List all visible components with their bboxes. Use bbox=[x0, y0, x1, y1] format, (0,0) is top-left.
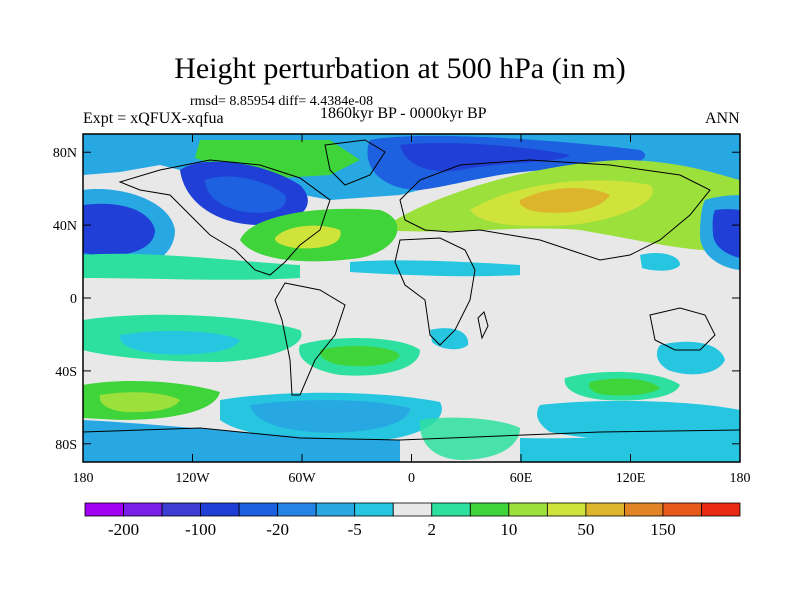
colorbar-swatch bbox=[546, 502, 587, 517]
pacific-low-left-core bbox=[83, 203, 155, 256]
chart-title: Height perturbation at 500 hPa (in m) bbox=[174, 52, 626, 85]
colorbar-swatch bbox=[123, 502, 163, 517]
x-tick-label: 180 bbox=[73, 471, 94, 486]
colorbar-label: -5 bbox=[348, 520, 362, 539]
x-tick-label: 0 bbox=[408, 471, 415, 486]
x-tick-label: 60W bbox=[288, 471, 316, 486]
eurasia-outline bbox=[399, 159, 711, 261]
north-america-outline bbox=[118, 159, 331, 276]
colorbar-swatch bbox=[469, 502, 510, 517]
experiment-label: Expt = xQFUX-xqfua bbox=[83, 110, 224, 127]
tropical-pacific-patch bbox=[640, 253, 680, 271]
colorbar-swatch bbox=[315, 502, 356, 517]
season-label: ANN bbox=[705, 110, 740, 127]
colorbar-label: 10 bbox=[500, 520, 517, 539]
colorbar-swatch bbox=[508, 502, 548, 517]
colorbar-swatch bbox=[624, 502, 664, 517]
africa-outline bbox=[394, 237, 476, 346]
colorbar-swatch bbox=[392, 502, 433, 517]
colorbar-swatch bbox=[431, 502, 471, 517]
x-axis: 180 120W 60W 0 60E 120E 180 bbox=[73, 134, 751, 486]
x-tick-label: 60E bbox=[510, 471, 533, 486]
stats-label: rmsd= 8.85954 diff= 4.4384e-08 bbox=[190, 94, 374, 109]
australia-outline bbox=[649, 307, 716, 351]
south-america-outline bbox=[274, 282, 346, 396]
madagascar-outline bbox=[477, 311, 489, 340]
southern-pacific-yellow bbox=[99, 392, 180, 413]
colorbar-swatch bbox=[585, 502, 625, 517]
south-pacific-cyan bbox=[119, 330, 240, 355]
x-tick-label: 180 bbox=[730, 471, 751, 486]
colorbar-swatch bbox=[84, 502, 124, 517]
continent-outlines bbox=[83, 139, 740, 441]
colorbar-swatch bbox=[354, 502, 394, 517]
greenland-outline bbox=[324, 139, 386, 186]
colorbar-label: 50 bbox=[577, 520, 594, 539]
eurasia-high-max bbox=[519, 188, 610, 213]
y-tick-label: 40S bbox=[55, 365, 77, 380]
y-tick-label: 80S bbox=[55, 438, 77, 453]
field-layer bbox=[83, 134, 740, 462]
y-tick-label: 0 bbox=[70, 292, 77, 307]
y-tick-label: 80N bbox=[53, 146, 77, 161]
south-indian-high-core bbox=[588, 378, 660, 396]
x-tick-label: 120E bbox=[616, 471, 646, 486]
asia-subtropics-band bbox=[350, 260, 520, 277]
atlantic-high-core bbox=[274, 225, 341, 249]
colorbar-swatch bbox=[200, 502, 240, 517]
southern-ocean-low-core bbox=[250, 400, 410, 433]
south-atlantic-high-core bbox=[319, 345, 400, 367]
colorbar-label: -20 bbox=[266, 520, 289, 539]
colorbar-swatch bbox=[701, 502, 741, 517]
colorbar-label: 2 bbox=[428, 520, 437, 539]
colorbar-swatch bbox=[662, 502, 702, 517]
colorbar-label: -200 bbox=[108, 520, 139, 539]
colorbar: -200 -100 -20 -5 2 10 50 150 bbox=[84, 502, 741, 539]
antarctica-outline bbox=[83, 427, 740, 441]
y-tick-label: 40N bbox=[53, 219, 77, 234]
y-axis: 80N 40N 0 40S 80S bbox=[53, 146, 740, 453]
colorbar-swatch bbox=[161, 502, 201, 517]
antarctic-band bbox=[83, 420, 400, 462]
pacific-low-right-core bbox=[712, 209, 740, 258]
north-subtropics-band bbox=[83, 253, 300, 280]
colorbar-label: 150 bbox=[650, 520, 676, 539]
colorbar-swatch bbox=[277, 502, 317, 517]
colorbar-label: -100 bbox=[185, 520, 216, 539]
canada-low-core bbox=[205, 176, 286, 213]
antarctic-hatch-patch bbox=[419, 417, 520, 460]
x-tick-label: 120W bbox=[175, 471, 210, 486]
antarctic-band-right bbox=[520, 428, 740, 462]
period-label: 1860kyr BP - 0000kyr BP bbox=[320, 105, 487, 122]
colorbar-swatch bbox=[238, 502, 279, 517]
arctic-low-core bbox=[400, 143, 570, 172]
